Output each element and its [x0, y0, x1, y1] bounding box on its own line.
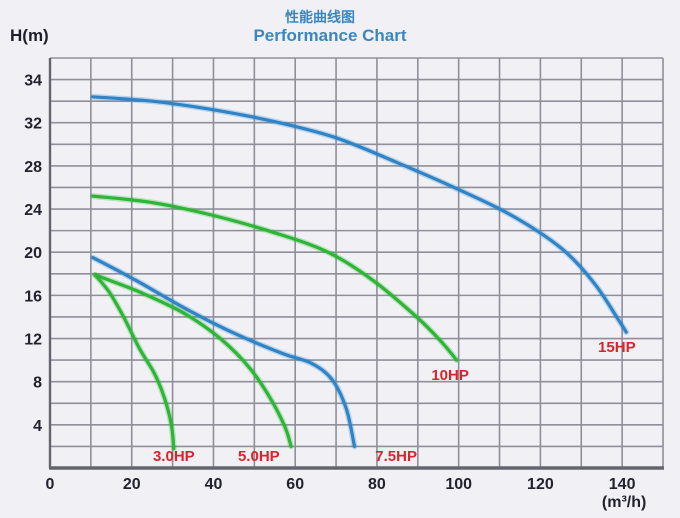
curve-label-3.0HP: 3.0HP — [153, 448, 195, 465]
x-tick-label: 80 — [368, 476, 386, 493]
y-tick-label: 20 — [24, 245, 42, 262]
y-tick-label: 24 — [24, 202, 42, 219]
x-tick-label: 100 — [445, 476, 472, 493]
x-tick-label: 40 — [205, 476, 223, 493]
curve-10HP — [91, 194, 459, 362]
x-axis-unit-label: (m³/h) — [602, 494, 646, 511]
curve-label-10HP: 10HP — [431, 367, 469, 384]
x-tick-label: 60 — [286, 476, 304, 493]
curve-label-7.5HP: 7.5HP — [375, 448, 417, 465]
x-tick-label: 120 — [527, 476, 554, 493]
y-tick-label: 16 — [24, 288, 42, 305]
y-tick-label: 12 — [24, 332, 42, 349]
x-tick-label: 20 — [123, 476, 141, 493]
curve-7.5HP — [91, 256, 357, 448]
curve-3.0HP — [93, 273, 176, 451]
y-tick-label: 32 — [24, 116, 42, 133]
curve-halo-10HP — [89, 193, 460, 364]
curve-label-5.0HP: 5.0HP — [238, 448, 280, 465]
y-tick-label: 34 — [24, 73, 42, 90]
x-tick-label: 0 — [46, 476, 55, 493]
y-tick-label: 8 — [33, 375, 42, 392]
y-tick-label: 28 — [24, 159, 42, 176]
x-tick-label: 140 — [609, 476, 636, 493]
curve-label-15HP: 15HP — [598, 339, 636, 356]
y-axis-unit-label: H(m) — [10, 26, 49, 45]
curve-15HP — [91, 95, 628, 334]
y-tick-label: 4 — [33, 418, 42, 435]
curve-5.0HP — [93, 273, 293, 448]
